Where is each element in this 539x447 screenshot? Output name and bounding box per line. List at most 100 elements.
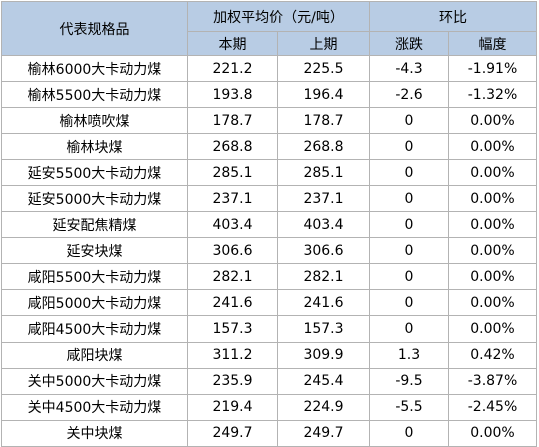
cell-spec-name: 榆林块煤 bbox=[1, 133, 188, 161]
table-row: 咸阳5500大卡动力煤 282.1 282.1 0 0.00% bbox=[1, 263, 537, 291]
cell-previous-price: 306.6 bbox=[277, 237, 370, 265]
cell-spec-name: 关中5000大卡动力煤 bbox=[1, 367, 188, 395]
cell-change: 1.3 bbox=[369, 341, 449, 369]
table-row: 关中4500大卡动力煤 219.4 224.9 -5.5 -2.45% bbox=[1, 393, 537, 421]
cell-spec-name: 延安5500大卡动力煤 bbox=[1, 159, 188, 187]
header-rate: 幅度 bbox=[448, 31, 537, 56]
cell-change: 0 bbox=[369, 315, 449, 343]
cell-rate: 0.00% bbox=[448, 419, 537, 447]
cell-rate: -1.91% bbox=[448, 54, 537, 83]
table-row: 关中5000大卡动力煤 235.9 245.4 -9.5 -3.87% bbox=[1, 367, 537, 395]
header-weighted-price: 加权平均价（元/吨） bbox=[187, 1, 370, 32]
cell-previous-price: 282.1 bbox=[277, 263, 370, 291]
cell-spec-name: 延安5000大卡动力煤 bbox=[1, 185, 188, 213]
table-row: 榆林喷吹煤 178.7 178.7 0 0.00% bbox=[1, 107, 537, 135]
table-row: 延安块煤 306.6 306.6 0 0.00% bbox=[1, 237, 537, 265]
table-row: 关中块煤 249.7 249.7 0 0.00% bbox=[1, 419, 537, 447]
cell-previous-price: 309.9 bbox=[277, 341, 370, 369]
table-row: 咸阳4500大卡动力煤 157.3 157.3 0 0.00% bbox=[1, 315, 537, 343]
header-current: 本期 bbox=[187, 31, 278, 56]
table-row: 咸阳5000大卡动力煤 241.6 241.6 0 0.00% bbox=[1, 289, 537, 317]
cell-current-price: 306.6 bbox=[187, 237, 278, 265]
header-row-sub: 本期 上期 涨跌 幅度 bbox=[2, 31, 537, 56]
cell-previous-price: 224.9 bbox=[277, 393, 370, 421]
cell-current-price: 235.9 bbox=[187, 367, 278, 395]
cell-rate: 0.42% bbox=[448, 341, 537, 369]
cell-change: -2.6 bbox=[369, 81, 449, 109]
cell-spec-name: 关中块煤 bbox=[1, 419, 188, 447]
cell-rate: 0.00% bbox=[448, 211, 537, 239]
table-row: 咸阳块煤 311.2 309.9 1.3 0.42% bbox=[1, 341, 537, 369]
cell-current-price: 241.6 bbox=[187, 289, 278, 317]
cell-previous-price: 157.3 bbox=[277, 315, 370, 343]
cell-spec-name: 延安配焦精煤 bbox=[1, 211, 188, 239]
header-mom-change: 环比 bbox=[369, 1, 537, 32]
cell-previous-price: 403.4 bbox=[277, 211, 370, 239]
header-previous: 上期 bbox=[277, 31, 370, 56]
cell-spec-name: 榆林6000大卡动力煤 bbox=[1, 54, 188, 83]
cell-spec-name: 榆林喷吹煤 bbox=[1, 107, 188, 135]
cell-previous-price: 225.5 bbox=[277, 54, 370, 83]
cell-spec-name: 关中4500大卡动力煤 bbox=[1, 393, 188, 421]
cell-change: 0 bbox=[369, 419, 449, 447]
cell-previous-price: 249.7 bbox=[277, 419, 370, 447]
cell-current-price: 282.1 bbox=[187, 263, 278, 291]
cell-current-price: 285.1 bbox=[187, 159, 278, 187]
cell-previous-price: 268.8 bbox=[277, 133, 370, 161]
cell-rate: -3.87% bbox=[448, 367, 537, 395]
cell-spec-name: 榆林5500大卡动力煤 bbox=[1, 81, 188, 109]
cell-rate: 0.00% bbox=[448, 107, 537, 135]
table-row: 榆林5500大卡动力煤 193.8 196.4 -2.6 -1.32% bbox=[1, 81, 537, 109]
table-row: 延安5000大卡动力煤 237.1 237.1 0 0.00% bbox=[1, 185, 537, 213]
cell-rate: -2.45% bbox=[448, 393, 537, 421]
cell-change: 0 bbox=[369, 289, 449, 317]
cell-change: 0 bbox=[369, 133, 449, 161]
cell-change: -4.3 bbox=[369, 54, 449, 83]
cell-change: 0 bbox=[369, 185, 449, 213]
cell-rate: 0.00% bbox=[448, 289, 537, 317]
cell-change: 0 bbox=[369, 263, 449, 291]
cell-change: -5.5 bbox=[369, 393, 449, 421]
cell-previous-price: 241.6 bbox=[277, 289, 370, 317]
cell-current-price: 311.2 bbox=[187, 341, 278, 369]
cell-spec-name: 咸阳5500大卡动力煤 bbox=[1, 263, 188, 291]
cell-rate: -1.32% bbox=[448, 81, 537, 109]
cell-change: 0 bbox=[369, 159, 449, 187]
cell-previous-price: 178.7 bbox=[277, 107, 370, 135]
cell-rate: 0.00% bbox=[448, 133, 537, 161]
cell-rate: 0.00% bbox=[448, 263, 537, 291]
cell-rate: 0.00% bbox=[448, 315, 537, 343]
cell-rate: 0.00% bbox=[448, 185, 537, 213]
cell-change: -9.5 bbox=[369, 367, 449, 395]
cell-change: 0 bbox=[369, 211, 449, 239]
cell-spec-name: 咸阳4500大卡动力煤 bbox=[1, 315, 188, 343]
cell-current-price: 249.7 bbox=[187, 419, 278, 447]
cell-previous-price: 237.1 bbox=[277, 185, 370, 213]
table-row: 延安配焦精煤 403.4 403.4 0 0.00% bbox=[1, 211, 537, 239]
cell-previous-price: 285.1 bbox=[277, 159, 370, 187]
cell-spec-name: 咸阳5000大卡动力煤 bbox=[1, 289, 188, 317]
table-body: 榆林6000大卡动力煤 221.2 225.5 -4.3 -1.91% 榆林5500大卡动… bbox=[1, 54, 537, 447]
cell-current-price: 178.7 bbox=[187, 107, 278, 135]
table-row: 榆林块煤 268.8 268.8 0 0.00% bbox=[1, 133, 537, 161]
table-row: 榆林6000大卡动力煤 221.2 225.5 -4.3 -1.91% bbox=[1, 54, 537, 83]
cell-current-price: 221.2 bbox=[187, 54, 278, 83]
cell-previous-price: 245.4 bbox=[277, 367, 370, 395]
cell-current-price: 268.8 bbox=[187, 133, 278, 161]
table-row: 延安5500大卡动力煤 285.1 285.1 0 0.00% bbox=[1, 159, 537, 187]
header-change: 涨跌 bbox=[369, 31, 449, 56]
cell-current-price: 193.8 bbox=[187, 81, 278, 109]
cell-spec-name: 延安块煤 bbox=[1, 237, 188, 265]
cell-change: 0 bbox=[369, 107, 449, 135]
cell-rate: 0.00% bbox=[448, 237, 537, 265]
cell-current-price: 403.4 bbox=[187, 211, 278, 239]
cell-previous-price: 196.4 bbox=[277, 81, 370, 109]
cell-spec-name: 咸阳块煤 bbox=[1, 341, 188, 369]
header-row-top: 代表规格品 加权平均价（元/吨） 环比 bbox=[1, 1, 537, 56]
cell-rate: 0.00% bbox=[448, 159, 537, 187]
cell-current-price: 157.3 bbox=[187, 315, 278, 343]
cell-change: 0 bbox=[369, 237, 449, 265]
cell-current-price: 219.4 bbox=[187, 393, 278, 421]
header-spec-name: 代表规格品 bbox=[1, 1, 188, 56]
